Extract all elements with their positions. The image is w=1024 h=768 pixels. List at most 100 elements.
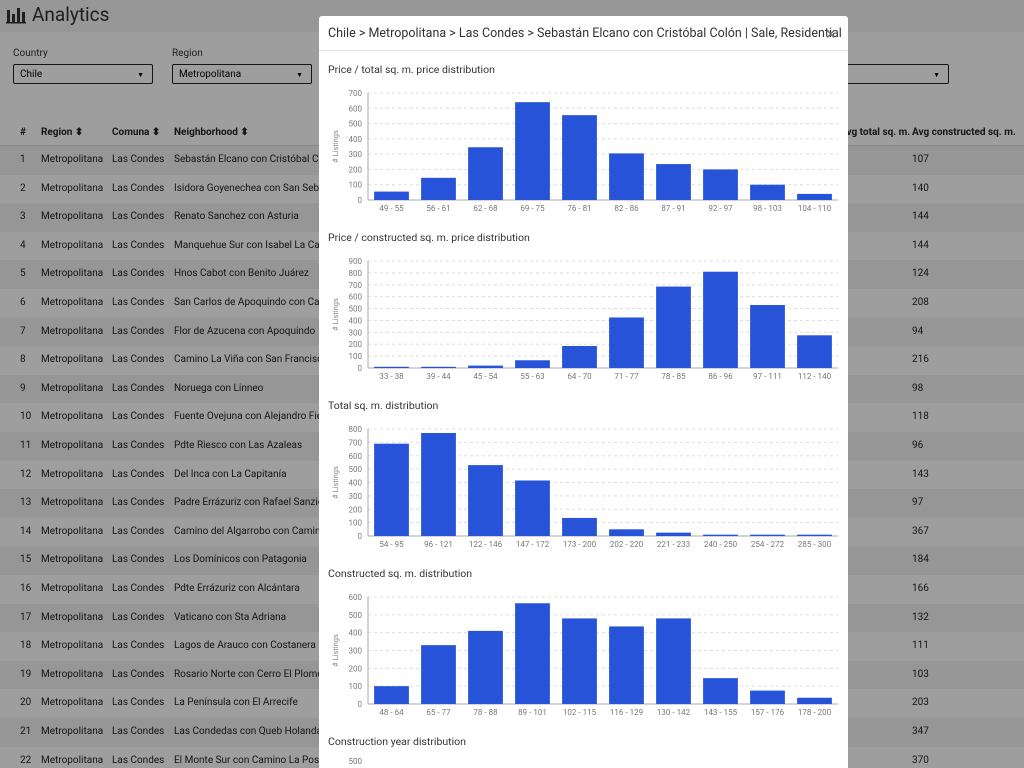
bar [609,626,644,704]
bar [656,164,691,200]
x-tick-label: 48 - 64 [379,708,404,717]
table-cell: Metropolitana [41,697,104,709]
sort-icon[interactable]: ⬍ [149,127,161,138]
column-header[interactable]: Comuna ⬍ [112,127,161,138]
table-cell: Renato Sanchez con Asturia [174,211,299,223]
y-tick-label: 700 [349,281,363,290]
x-tick-label: 178 - 200 [798,708,832,717]
select-arrow: ▼ [296,71,303,79]
bar [421,433,456,536]
chart-title: Constructed sq. m. distribution [328,567,472,580]
x-tick-label: 87 - 91 [661,204,685,213]
bar [515,603,550,704]
table-cell: 15 [20,554,32,566]
bar [750,304,785,368]
column-header[interactable]: Avg total sq. m. [840,127,911,138]
y-tick-label: 100 [349,682,363,691]
charts: Price / total sq. m. price distribution 0… [328,63,838,766]
x-tick-label: 49 - 55 [379,204,404,213]
x-tick-label: 285 - 300 [798,540,832,549]
bar [468,465,503,536]
bar [797,335,832,368]
x-tick-label: 55 - 63 [520,372,544,381]
y-axis-label: # Listings [331,130,340,163]
y-tick-label: 800 [349,425,363,434]
x-tick-label: 45 - 54 [473,372,498,381]
bar [374,366,409,368]
bar [703,271,738,368]
select[interactable]: ▼ [820,64,949,84]
column-header[interactable]: Region ⬍ [41,127,84,138]
table-cell: Rosario Norte con Cerro El Plomo [174,668,324,680]
x-tick-label: 254 - 272 [751,540,785,549]
table-cell: Metropolitana [41,239,104,251]
x-tick-label: 82 - 86 [614,204,639,213]
bar [609,529,644,536]
y-tick-label: 500 [349,305,363,314]
x-tick-label: 96 - 121 [424,540,453,549]
bar [797,534,832,536]
x-tick-label: 92 - 97 [708,204,733,213]
table-cell: Las Condes [112,268,165,280]
table-cell: Metropolitana [41,440,104,451]
bar [609,317,644,368]
table-cell: 144 [912,239,929,251]
x-tick-label: 76 - 81 [567,204,591,213]
y-tick-label: 700 [349,438,363,447]
table-cell: 184 [912,554,929,566]
table-cell: 1 [20,154,26,165]
y-tick-label: 300 [349,328,363,337]
x-tick-label: 97 - 111 [753,372,782,381]
app-title: Analytics [32,3,110,26]
x-tick-label: 54 - 95 [379,540,404,549]
table-cell: Camino del Algarrobo con Camino [174,525,327,537]
bar [750,690,785,704]
table-cell: Vaticano con Sta Adriana [174,611,287,623]
table-cell: Las Condedas con Queb Holanda [174,726,322,737]
column-header[interactable]: Neighborhood ⬍ [174,127,249,138]
bar [562,346,597,368]
table-cell: 13 [20,497,32,509]
table-cell: 118 [912,411,929,423]
table-cell: Las Condes [112,668,165,680]
table-cell: Las Condes [112,182,165,194]
filter-label: Country [13,48,48,59]
bar [421,645,456,704]
column-header[interactable]: Avg constructed sq. m. [912,127,1016,138]
table-cell: Las Condes [112,525,165,537]
x-tick-label: 33 - 38 [379,372,404,381]
bar [562,517,597,536]
x-tick-label: 56 - 61 [426,204,450,213]
table-cell: 12 [20,468,32,480]
x-tick-label: 143 - 155 [704,708,738,717]
x-tick-label: 65 - 77 [426,708,451,717]
sort-icon[interactable]: ⬍ [72,127,84,138]
sort-icon[interactable]: ⬍ [237,127,249,138]
table-cell: 8 [20,354,26,366]
table-cell: Las Condes [112,754,165,766]
close-button[interactable]: × [826,24,836,45]
select[interactable]: Metropolitana ▼ [172,64,312,84]
chart-title: Price / total sq. m. price distribution [328,63,495,76]
table-cell: 17 [20,611,32,623]
x-tick-label: 221 - 233 [657,540,690,549]
table-cell: Metropolitana [41,182,104,194]
table-cell: Metropolitana [41,554,104,566]
x-tick-label: 89 - 101 [518,708,547,717]
y-tick-label: 300 [349,150,363,159]
table-cell: Las Condes [112,640,165,652]
y-tick-label: 0 [358,196,363,205]
table-cell: 19 [20,668,32,680]
y-tick-label: 600 [349,293,363,302]
table-cell: 166 [912,583,929,594]
chart-title: Total sq. m. distribution [328,399,438,412]
table-cell: Las Condes [112,297,165,308]
table-cell: 21 [20,726,32,737]
y-tick-label: 0 [358,700,363,709]
table-cell: Metropolitana [41,525,104,537]
select[interactable]: Chile ▼ [13,64,153,84]
table-cell: Hnos Cabot con Benito Juárez [174,268,309,280]
x-tick-label: 98 - 103 [753,204,782,213]
table-cell: Pdte Errázuriz con Alcántara [174,583,300,594]
table-cell: Metropolitana [41,640,104,652]
